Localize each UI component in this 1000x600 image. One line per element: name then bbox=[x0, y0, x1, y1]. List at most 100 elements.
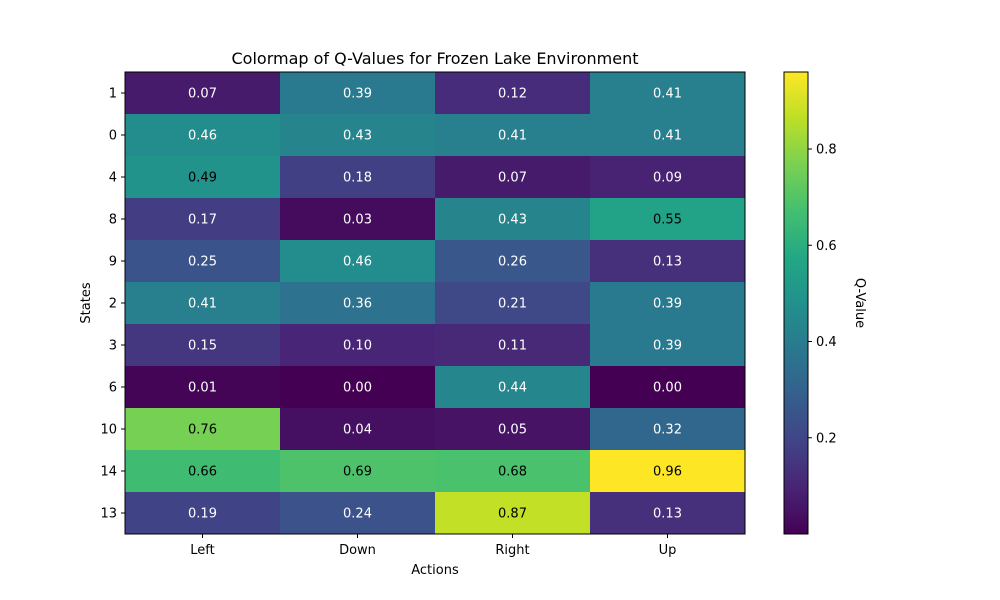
heatmap-cell bbox=[280, 198, 436, 241]
heatmap-cell bbox=[435, 198, 591, 241]
cell-value-label: 0.39 bbox=[343, 87, 372, 102]
heatmap-cell bbox=[125, 492, 281, 535]
heatmap-cell bbox=[125, 198, 281, 241]
colorbar-tick-label: 0.2 bbox=[816, 431, 837, 446]
cell-value-label: 0.13 bbox=[653, 255, 682, 270]
heatmap-cell bbox=[435, 450, 591, 493]
chart-title: Colormap of Q-Values for Frozen Lake Env… bbox=[232, 49, 639, 68]
cell-value-label: 0.41 bbox=[498, 129, 527, 144]
heatmap-cell bbox=[590, 72, 746, 115]
heatmap-cell bbox=[435, 324, 591, 367]
cell-value-label: 0.05 bbox=[498, 423, 527, 438]
cell-value-label: 0.44 bbox=[498, 381, 527, 396]
y-tick-label: 13 bbox=[100, 507, 117, 522]
cell-value-label: 0.09 bbox=[653, 171, 682, 186]
colorbar-tick-label: 0.4 bbox=[816, 335, 837, 350]
cell-value-label: 0.00 bbox=[653, 381, 682, 396]
heatmap-cell bbox=[435, 240, 591, 283]
cell-value-label: 0.87 bbox=[498, 507, 527, 522]
heatmap-cell bbox=[280, 72, 436, 115]
cell-value-label: 0.07 bbox=[188, 87, 217, 102]
cell-value-label: 0.18 bbox=[343, 171, 372, 186]
cell-value-label: 0.96 bbox=[653, 465, 682, 480]
heatmap-cell bbox=[125, 72, 281, 115]
heatmap-cell bbox=[125, 240, 281, 283]
cell-value-label: 0.21 bbox=[498, 297, 527, 312]
heatmap-cell bbox=[435, 492, 591, 535]
cell-value-label: 0.41 bbox=[653, 87, 682, 102]
cell-value-label: 0.03 bbox=[343, 213, 372, 228]
cell-value-label: 0.41 bbox=[653, 129, 682, 144]
x-axis: Left Down Right Up bbox=[190, 534, 676, 558]
cell-value-label: 0.26 bbox=[498, 255, 527, 270]
heatmap-cell bbox=[125, 408, 281, 451]
heatmap-cell bbox=[590, 114, 746, 157]
heatmap-cells bbox=[125, 72, 746, 535]
heatmap-cell bbox=[125, 114, 281, 157]
cell-value-label: 0.49 bbox=[188, 171, 217, 186]
cell-value-label: 0.01 bbox=[188, 381, 217, 396]
cell-value-label: 0.25 bbox=[188, 255, 217, 270]
heatmap-cell bbox=[280, 450, 436, 493]
heatmap-cell bbox=[125, 366, 281, 409]
cell-value-label: 0.13 bbox=[653, 507, 682, 522]
heatmap-cell bbox=[125, 324, 281, 367]
heatmap-cell bbox=[280, 408, 436, 451]
heatmap-cell bbox=[280, 156, 436, 199]
heatmap-cell bbox=[590, 198, 746, 241]
cell-value-label: 0.07 bbox=[498, 171, 527, 186]
cell-value-label: 0.39 bbox=[653, 339, 682, 354]
heatmap-cell bbox=[435, 72, 591, 115]
colorbar-tick-label: 0.8 bbox=[816, 143, 837, 158]
heatmap-cell bbox=[280, 282, 436, 325]
cell-value-label: 0.43 bbox=[498, 213, 527, 228]
heatmap-cell bbox=[435, 114, 591, 157]
heatmap-cell bbox=[435, 282, 591, 325]
heatmap-cell bbox=[125, 282, 281, 325]
colorbar bbox=[783, 71, 809, 535]
cell-value-label: 0.55 bbox=[653, 213, 682, 228]
cell-value-label: 0.68 bbox=[498, 465, 527, 480]
heatmap-cell bbox=[435, 408, 591, 451]
cell-value-label: 0.11 bbox=[498, 339, 527, 354]
y-tick-label: 6 bbox=[109, 381, 117, 396]
cell-value-label: 0.66 bbox=[188, 465, 217, 480]
x-tick-label: Down bbox=[339, 543, 376, 558]
cell-value-label: 0.76 bbox=[188, 423, 217, 438]
x-tick-label: Left bbox=[190, 543, 214, 558]
cell-value-label: 0.17 bbox=[188, 213, 217, 228]
heatmap-cell bbox=[590, 156, 746, 199]
cell-value-label: 0.04 bbox=[343, 423, 372, 438]
x-tick-label: Right bbox=[495, 543, 529, 558]
cell-value-label: 0.12 bbox=[498, 87, 527, 102]
y-tick-label: 4 bbox=[109, 171, 117, 186]
y-tick-label: 8 bbox=[109, 213, 117, 228]
heatmap-cell bbox=[125, 450, 281, 493]
cell-value-label: 0.39 bbox=[653, 297, 682, 312]
colorbar-label: Q-Value bbox=[852, 278, 867, 328]
cell-value-label: 0.46 bbox=[343, 255, 372, 270]
heatmap-cell bbox=[280, 366, 436, 409]
cell-value-label: 0.19 bbox=[188, 507, 217, 522]
y-tick-label: 10 bbox=[100, 423, 117, 438]
cell-value-label: 0.36 bbox=[343, 297, 372, 312]
y-tick-label: 0 bbox=[109, 129, 117, 144]
y-axis-label: States bbox=[79, 282, 94, 323]
heatmap-cell bbox=[280, 114, 436, 157]
cell-value-label: 0.10 bbox=[343, 339, 372, 354]
heatmap-cell bbox=[590, 408, 746, 451]
y-tick-label: 2 bbox=[109, 297, 117, 312]
cell-value-label: 0.15 bbox=[188, 339, 217, 354]
cell-value-label: 0.43 bbox=[343, 129, 372, 144]
heatmap-cell bbox=[590, 240, 746, 283]
cell-value-label: 0.00 bbox=[343, 381, 372, 396]
y-tick-label: 1 bbox=[109, 87, 117, 102]
cell-value-label: 0.46 bbox=[188, 129, 217, 144]
cell-value-label: 0.24 bbox=[343, 507, 372, 522]
heatmap-cell bbox=[590, 366, 746, 409]
heatmap-cell bbox=[590, 450, 746, 493]
heatmap-cell bbox=[125, 156, 281, 199]
heatmap-cell bbox=[280, 492, 436, 535]
